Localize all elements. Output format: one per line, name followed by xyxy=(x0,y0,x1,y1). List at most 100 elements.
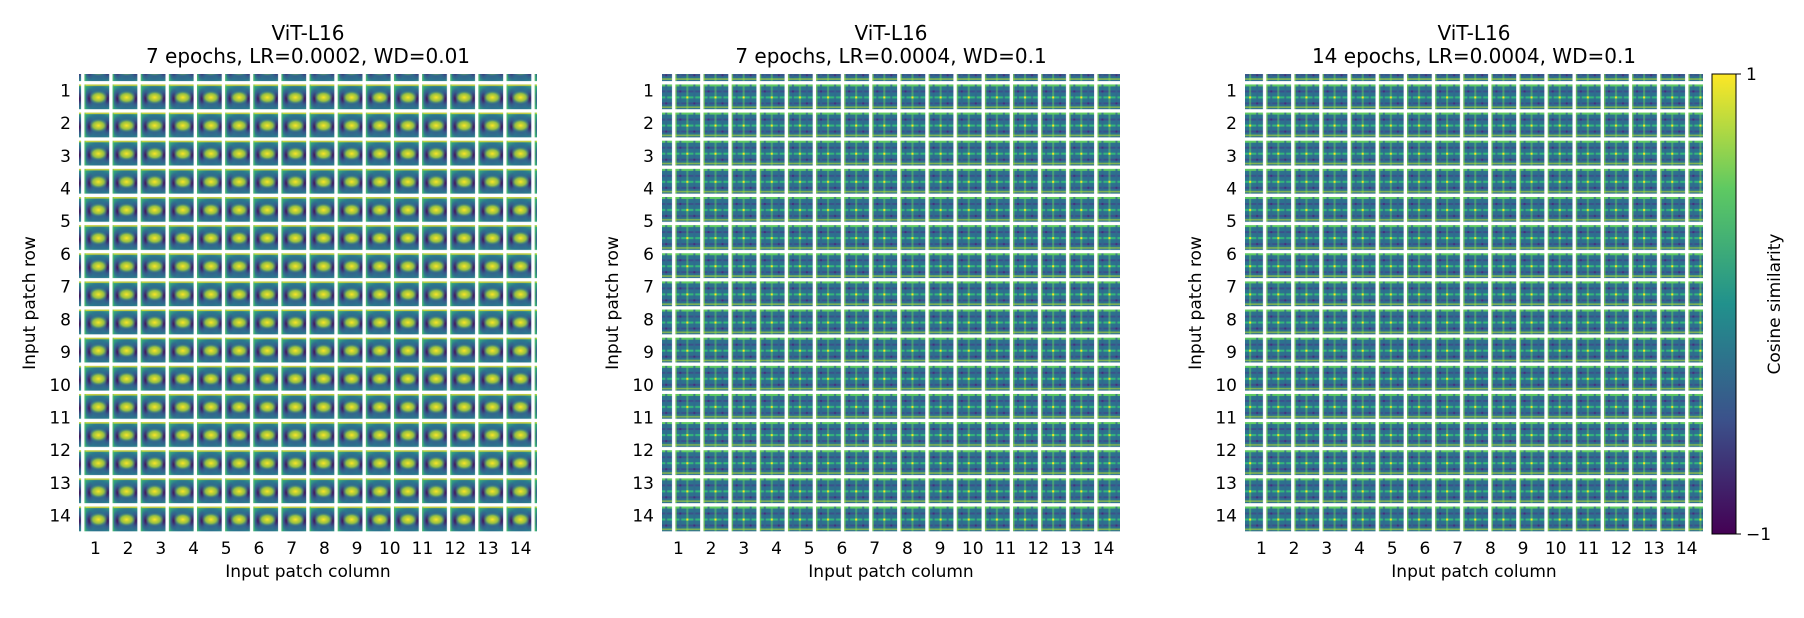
row-tick-label: 8 xyxy=(60,310,71,330)
row-tick-label: 4 xyxy=(60,180,71,200)
row-tick-label: 10 xyxy=(632,376,654,396)
panel-subtitle: 14 epochs, LR=0.0004, WD=0.1 xyxy=(1312,44,1636,68)
col-tick-label: 9 xyxy=(935,539,946,559)
row-tick-label: 13 xyxy=(632,474,654,494)
x-axis-label: Input patch column xyxy=(225,562,390,582)
row-tick-label: 3 xyxy=(60,147,71,167)
col-tick-label: 11 xyxy=(1578,539,1600,559)
col-tick-label: 6 xyxy=(1420,539,1431,559)
row-tick-label: 2 xyxy=(60,114,71,134)
row-tick-label: 1 xyxy=(643,81,654,101)
row-tick-label: 9 xyxy=(643,343,654,363)
col-tick-label: 14 xyxy=(1676,539,1698,559)
row-tick-label: 7 xyxy=(60,278,71,298)
row-tick-label: 11 xyxy=(49,409,71,429)
col-tick-label: 12 xyxy=(1027,539,1049,559)
col-tick-label: 8 xyxy=(319,539,330,559)
col-tick-label: 3 xyxy=(155,539,166,559)
row-tick-label: 3 xyxy=(1226,147,1237,167)
col-tick-label: 5 xyxy=(1387,539,1398,559)
col-tick-label: 8 xyxy=(902,539,913,559)
col-tick-label: 9 xyxy=(1518,539,1529,559)
col-tick-label: 11 xyxy=(412,539,434,559)
col-tick-label: 10 xyxy=(379,539,401,559)
row-tick-label: 1 xyxy=(1226,81,1237,101)
row-tick-label: 12 xyxy=(632,441,654,461)
col-tick-label: 5 xyxy=(804,539,815,559)
col-tick-label: 7 xyxy=(869,539,880,559)
panel-subtitle: 7 epochs, LR=0.0002, WD=0.01 xyxy=(146,44,470,68)
col-tick-label: 5 xyxy=(221,539,232,559)
row-tick-label: 5 xyxy=(1226,212,1237,232)
x-axis-label: Input patch column xyxy=(808,562,973,582)
col-tick-label: 6 xyxy=(837,539,848,559)
col-tick-label: 4 xyxy=(771,539,782,559)
row-tick-label: 14 xyxy=(49,507,71,527)
col-tick-label: 3 xyxy=(1321,539,1332,559)
x-axis-label: Input patch column xyxy=(1391,562,1556,582)
col-tick-label: 7 xyxy=(1452,539,1463,559)
panel-title: ViT-L16 xyxy=(272,21,345,45)
row-tick-label: 10 xyxy=(1215,376,1237,396)
panel-title: ViT-L16 xyxy=(855,21,928,45)
row-tick-label: 12 xyxy=(1215,441,1237,461)
col-tick-label: 13 xyxy=(1060,539,1082,559)
col-tick-label: 14 xyxy=(510,539,532,559)
col-tick-label: 2 xyxy=(1289,539,1300,559)
row-tick-label: 11 xyxy=(632,409,654,429)
row-tick-label: 11 xyxy=(1215,409,1237,429)
heatmap-grid xyxy=(662,74,1120,532)
colorbar-label: Cosine similarity xyxy=(1765,234,1785,375)
row-tick-label: 1 xyxy=(60,81,71,101)
row-tick-label: 2 xyxy=(1226,114,1237,134)
col-tick-label: 10 xyxy=(962,539,984,559)
col-tick-label: 13 xyxy=(1643,539,1665,559)
row-tick-label: 2 xyxy=(643,114,654,134)
col-tick-label: 1 xyxy=(673,539,684,559)
col-tick-label: 7 xyxy=(286,539,297,559)
row-tick-label: 7 xyxy=(643,278,654,298)
row-tick-label: 7 xyxy=(1226,278,1237,298)
col-tick-label: 4 xyxy=(188,539,199,559)
col-tick-label: 14 xyxy=(1093,539,1115,559)
col-tick-label: 13 xyxy=(477,539,499,559)
colorbar-min-label: −1 xyxy=(1746,525,1771,545)
col-tick-label: 3 xyxy=(738,539,749,559)
y-axis-label: Input patch row xyxy=(1186,236,1206,370)
col-tick-label: 2 xyxy=(706,539,717,559)
col-tick-label: 2 xyxy=(123,539,134,559)
row-tick-label: 13 xyxy=(49,474,71,494)
row-tick-label: 6 xyxy=(643,245,654,265)
row-tick-label: 14 xyxy=(1215,507,1237,527)
row-tick-label: 6 xyxy=(1226,245,1237,265)
row-tick-label: 3 xyxy=(643,147,654,167)
heatmap-grid xyxy=(79,74,537,532)
row-tick-label: 14 xyxy=(632,507,654,527)
y-axis-label: Input patch row xyxy=(20,236,40,370)
row-tick-label: 6 xyxy=(60,245,71,265)
colorbar-max-label: 1 xyxy=(1746,65,1757,85)
col-tick-label: 9 xyxy=(352,539,363,559)
col-tick-label: 10 xyxy=(1545,539,1567,559)
row-tick-label: 5 xyxy=(643,212,654,232)
row-tick-label: 9 xyxy=(60,343,71,363)
col-tick-label: 1 xyxy=(90,539,101,559)
col-tick-label: 4 xyxy=(1354,539,1365,559)
row-tick-label: 4 xyxy=(643,180,654,200)
row-tick-label: 10 xyxy=(49,376,71,396)
row-tick-label: 8 xyxy=(1226,310,1237,330)
heatmap-grid xyxy=(1245,74,1703,532)
colorbar: 1 −1 Cosine similarity xyxy=(1711,65,1785,545)
col-tick-label: 12 xyxy=(1610,539,1632,559)
colorbar-gradient xyxy=(1711,73,1737,535)
row-tick-label: 8 xyxy=(643,310,654,330)
col-tick-label: 11 xyxy=(995,539,1017,559)
row-tick-label: 13 xyxy=(1215,474,1237,494)
row-tick-label: 9 xyxy=(1226,343,1237,363)
col-tick-label: 1 xyxy=(1256,539,1267,559)
row-tick-label: 4 xyxy=(1226,180,1237,200)
y-axis-label: Input patch row xyxy=(603,236,623,370)
